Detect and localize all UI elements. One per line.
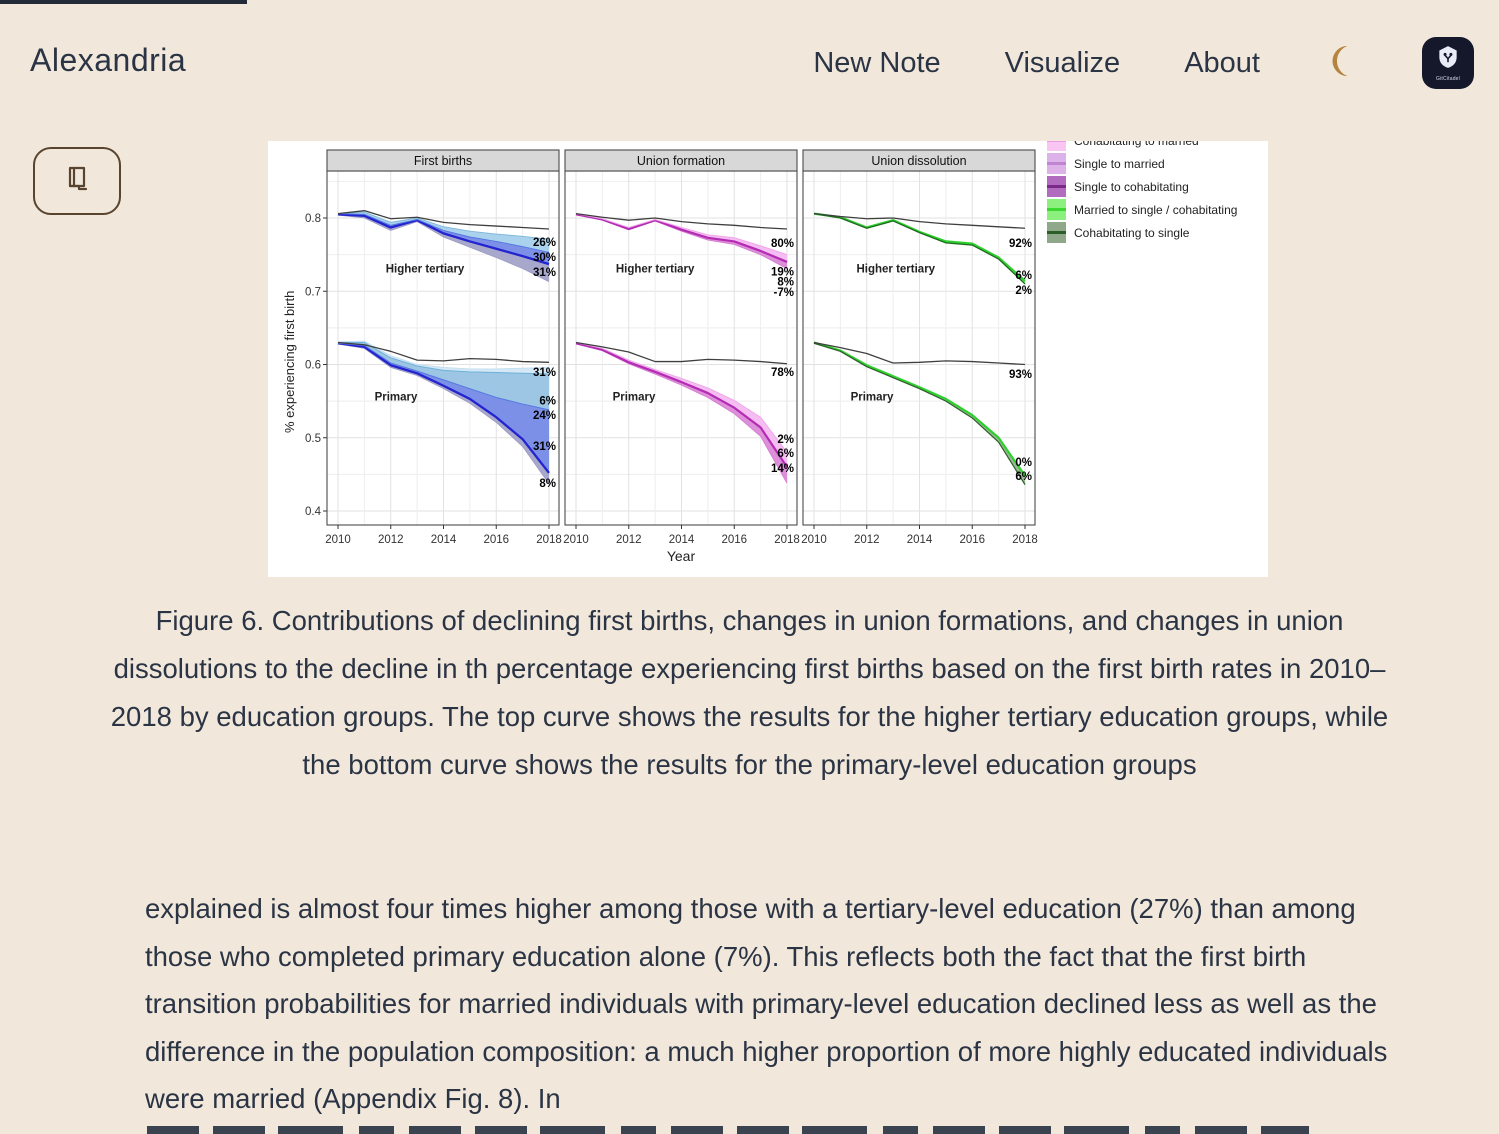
svg-text:Higher tertiary: Higher tertiary [616, 264, 695, 276]
legend-swatch [1047, 176, 1066, 197]
nav-new-note[interactable]: New Note [813, 46, 941, 79]
svg-text:6%: 6% [1015, 471, 1032, 483]
svg-text:0.7: 0.7 [305, 286, 321, 298]
svg-text:2014: 2014 [907, 534, 933, 546]
clipped-text-line [147, 1126, 1309, 1134]
legend-label: Cohabitating to single [1074, 225, 1190, 240]
legend-swatch [1047, 141, 1066, 151]
top-nav: New Note Visualize About GitCitadel [813, 34, 1474, 92]
figure-caption-wrap: Figure 6. Contributions of declining fir… [0, 597, 1499, 789]
svg-text:8%: 8% [539, 478, 556, 490]
legend-item: Married to single / cohabitating [1047, 198, 1237, 221]
legend-item: Single to cohabitating [1047, 175, 1237, 198]
svg-text:% experiencing first birth: % experiencing first birth [282, 291, 297, 433]
svg-text:31%: 31% [533, 267, 556, 279]
svg-text:2010: 2010 [801, 534, 827, 546]
svg-text:2016: 2016 [959, 534, 985, 546]
svg-text:0%: 0% [1015, 457, 1032, 469]
figure-chart-svg: % experiencing first birth 0.4 0.5 0.6 0.7 0.… [282, 149, 1038, 564]
legend-swatch [1047, 222, 1066, 243]
svg-text:14%: 14% [771, 463, 794, 475]
svg-text:Primary: Primary [851, 392, 894, 404]
figure-caption: Figure 6. Contributions of declining fir… [110, 605, 1389, 780]
reader-mode-button[interactable] [33, 147, 121, 215]
svg-text:2016: 2016 [721, 534, 747, 546]
svg-text:26%: 26% [533, 237, 556, 249]
legend-item: Cohabitating to single [1047, 221, 1237, 244]
figure-image: % experiencing first birth 0.4 0.5 0.6 0.7 0.… [268, 141, 1268, 577]
svg-text:Year: Year [667, 548, 696, 564]
svg-text:Higher tertiary: Higher tertiary [386, 264, 465, 276]
svg-text:2014: 2014 [431, 534, 457, 546]
legend-item: Cohabitating to married [1047, 141, 1237, 152]
legend-label: Single to cohabitating [1074, 179, 1189, 194]
svg-text:2010: 2010 [563, 534, 589, 546]
svg-text:Union dissolution: Union dissolution [871, 154, 966, 168]
svg-text:2018: 2018 [1012, 534, 1038, 546]
legend-label: Married to single / cohabitating [1074, 202, 1238, 217]
svg-text:30%: 30% [533, 252, 556, 264]
svg-text:2010: 2010 [325, 534, 351, 546]
book-icon [61, 163, 93, 200]
svg-text:19%: 19% [771, 266, 794, 278]
svg-text:2016: 2016 [483, 534, 509, 546]
svg-text:78%: 78% [771, 367, 794, 379]
svg-text:6%: 6% [1015, 270, 1032, 282]
svg-text:8%: 8% [777, 277, 794, 289]
svg-text:Union formation: Union formation [637, 154, 725, 168]
svg-text:First births: First births [414, 154, 472, 168]
svg-text:31%: 31% [533, 441, 556, 453]
svg-text:2018: 2018 [774, 534, 800, 546]
svg-text:93%: 93% [1009, 369, 1032, 381]
svg-text:6%: 6% [539, 395, 556, 407]
svg-text:31%: 31% [533, 367, 556, 379]
logo-text: GitCitadel [1436, 76, 1460, 82]
svg-text:Higher tertiary: Higher tertiary [856, 264, 935, 276]
svg-text:92%: 92% [1009, 238, 1032, 250]
article-paragraph: explained is almost four times higher am… [145, 893, 1388, 1114]
gitcitadel-logo-button[interactable]: GitCitadel [1422, 37, 1474, 89]
chart-legend: Cohabitating to married Single to married… [1047, 141, 1237, 244]
legend-swatch [1047, 199, 1066, 220]
svg-text:24%: 24% [533, 410, 556, 422]
svg-text:Primary: Primary [375, 392, 418, 404]
svg-text:6%: 6% [777, 448, 794, 460]
svg-text:80%: 80% [771, 238, 794, 250]
svg-text:0.6: 0.6 [305, 360, 321, 372]
svg-text:0.4: 0.4 [305, 506, 322, 518]
legend-label: Single to married [1074, 156, 1165, 171]
svg-text:0.5: 0.5 [305, 433, 321, 445]
legend-label: Cohabitating to married [1074, 141, 1199, 148]
svg-text:2%: 2% [777, 434, 794, 446]
legend-item: Single to married [1047, 152, 1237, 175]
nav-visualize[interactable]: Visualize [1004, 46, 1121, 79]
svg-text:2014: 2014 [669, 534, 695, 546]
svg-text:2018: 2018 [536, 534, 562, 546]
svg-text:-7%: -7% [774, 287, 794, 299]
theme-toggle-button[interactable] [1324, 45, 1358, 81]
svg-text:2012: 2012 [378, 534, 404, 546]
gitcitadel-shield-icon [1435, 44, 1461, 75]
brand-title[interactable]: Alexandria [30, 42, 187, 78]
legend-swatch [1047, 153, 1066, 174]
svg-text:2012: 2012 [854, 534, 880, 546]
nav-about[interactable]: About [1184, 46, 1260, 79]
svg-text:Primary: Primary [613, 392, 656, 404]
clipped-top-strip [0, 0, 247, 4]
moon-icon [1324, 43, 1358, 84]
svg-text:2012: 2012 [616, 534, 642, 546]
svg-text:0.8: 0.8 [305, 213, 321, 225]
svg-text:2%: 2% [1015, 285, 1032, 297]
